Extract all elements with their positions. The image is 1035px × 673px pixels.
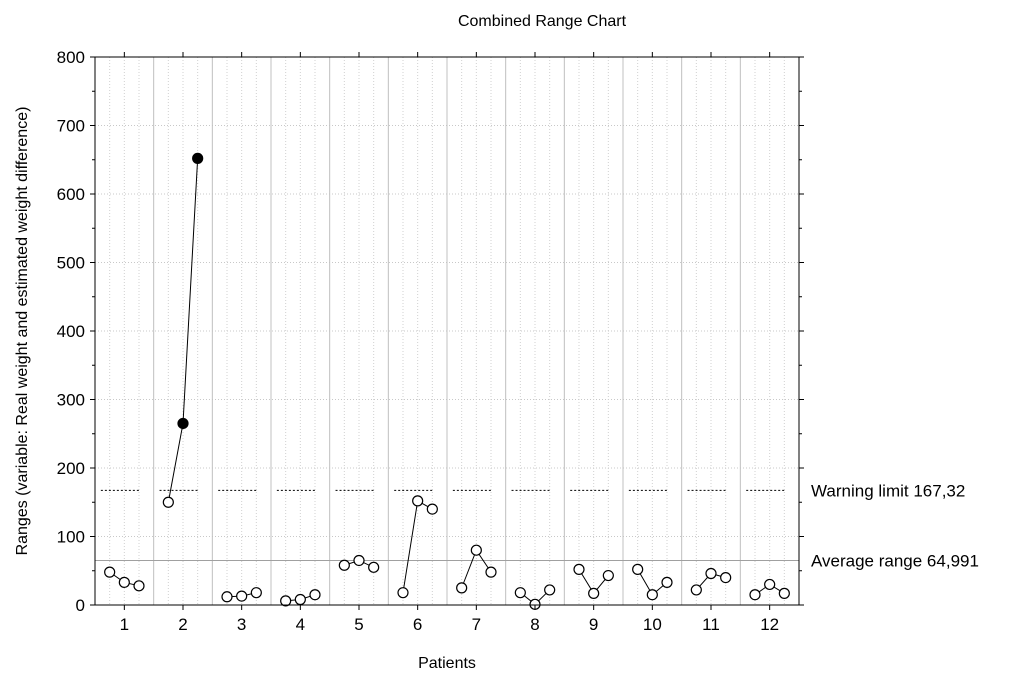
x-tick-label: 7: [472, 615, 481, 634]
data-point: [250, 587, 262, 599]
x-tick-label: 5: [354, 615, 363, 634]
data-point: [133, 580, 145, 592]
y-tick-label: 0: [76, 596, 85, 615]
data-point: [632, 563, 644, 575]
x-axis-label: Patients: [418, 655, 476, 672]
x-tick-label: 10: [643, 615, 662, 634]
data-point: [778, 587, 790, 599]
reference-label: Warning limit 167,32: [811, 481, 965, 500]
chart-title: Combined Range Chart: [458, 13, 627, 30]
data-point: [353, 554, 365, 567]
grid-layer: [95, 57, 799, 605]
data-point: [104, 566, 116, 578]
data-point: [456, 582, 468, 594]
data-point: [338, 559, 350, 571]
data-point: [221, 591, 233, 603]
data-point: [294, 593, 306, 606]
y-axis-label: Ranges (variable: Real weight and estima…: [14, 107, 31, 556]
data-point: [470, 544, 482, 556]
data-point: [118, 576, 130, 588]
y-axis: 0 100 200 300 400 500 600 700 800: [57, 48, 804, 615]
y-tick-label: 700: [57, 117, 85, 136]
x-tick-label: 12: [760, 615, 779, 634]
ref-labels: Warning limit 167,32 Average range 64,991: [811, 481, 979, 570]
x-tick-label: 8: [530, 615, 539, 634]
x-tick-label: 3: [237, 615, 246, 634]
data-point: [705, 567, 717, 580]
data-point: [485, 566, 497, 578]
x-tick-label: 1: [120, 615, 129, 634]
y-tick-label: 800: [57, 48, 85, 67]
y-tick-label: 100: [57, 528, 85, 547]
reference-label: Average range 64,991: [811, 551, 979, 570]
data-point: [236, 590, 248, 602]
y-tick-label: 300: [57, 391, 85, 410]
data-point: [426, 503, 438, 515]
x-axis: 1 2 3 4 5 6 7 8 9 10 11 12: [120, 52, 779, 634]
x-tick-label: 11: [702, 615, 720, 634]
data-point: [162, 496, 174, 508]
out-of-control-point: [177, 417, 189, 430]
data-point: [690, 584, 702, 596]
data-point: [720, 571, 732, 584]
data-point: [544, 584, 556, 596]
x-tick-label: 6: [413, 615, 422, 634]
data-point: [397, 587, 409, 599]
data-layer: [104, 152, 790, 610]
data-point: [646, 589, 658, 601]
data-point: [368, 561, 380, 573]
reference-lines: [95, 489, 799, 561]
data-point: [514, 587, 526, 599]
data-point: [749, 589, 761, 601]
data-point: [309, 589, 321, 601]
data-point: [602, 569, 614, 582]
data-point: [412, 495, 424, 507]
x-tick-label: 4: [296, 615, 305, 634]
x-tick-label: 2: [178, 615, 187, 634]
out-of-control-point: [192, 152, 204, 164]
y-tick-label: 600: [57, 185, 85, 204]
data-point: [661, 576, 673, 588]
data-point: [588, 587, 600, 599]
data-point: [764, 578, 776, 591]
data-point: [573, 563, 585, 575]
y-tick-label: 200: [57, 459, 85, 478]
y-tick-label: 400: [57, 322, 85, 341]
data-point: [280, 595, 292, 607]
y-tick-label: 500: [57, 254, 85, 273]
x-tick-label: 9: [589, 615, 598, 634]
